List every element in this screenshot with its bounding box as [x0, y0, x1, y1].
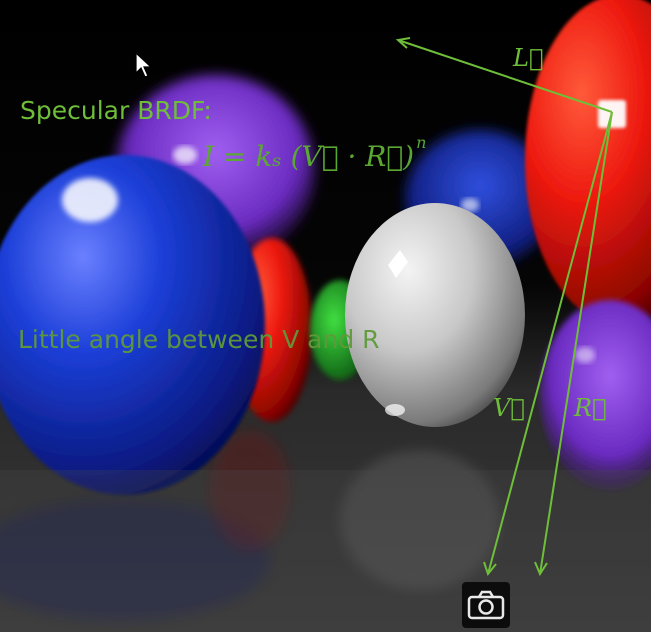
arrow-cursor-icon — [135, 52, 153, 78]
formula-main: I = kₛ (V⃗ · R⃗) — [203, 140, 415, 173]
specular-formula: I = kₛ (V⃗ · R⃗) n — [203, 133, 426, 173]
screenshot-button[interactable] — [462, 582, 510, 628]
slide-caption: Little angle between V and R — [18, 325, 380, 354]
vector-r-label: R⃗ — [574, 394, 607, 422]
vector-v-label: V⃗ — [493, 394, 525, 422]
vector-l-label: L⃗ — [513, 44, 544, 72]
slide-heading: Specular BRDF: — [20, 96, 212, 125]
camera-icon — [467, 590, 505, 620]
formula-exponent: n — [416, 133, 427, 152]
